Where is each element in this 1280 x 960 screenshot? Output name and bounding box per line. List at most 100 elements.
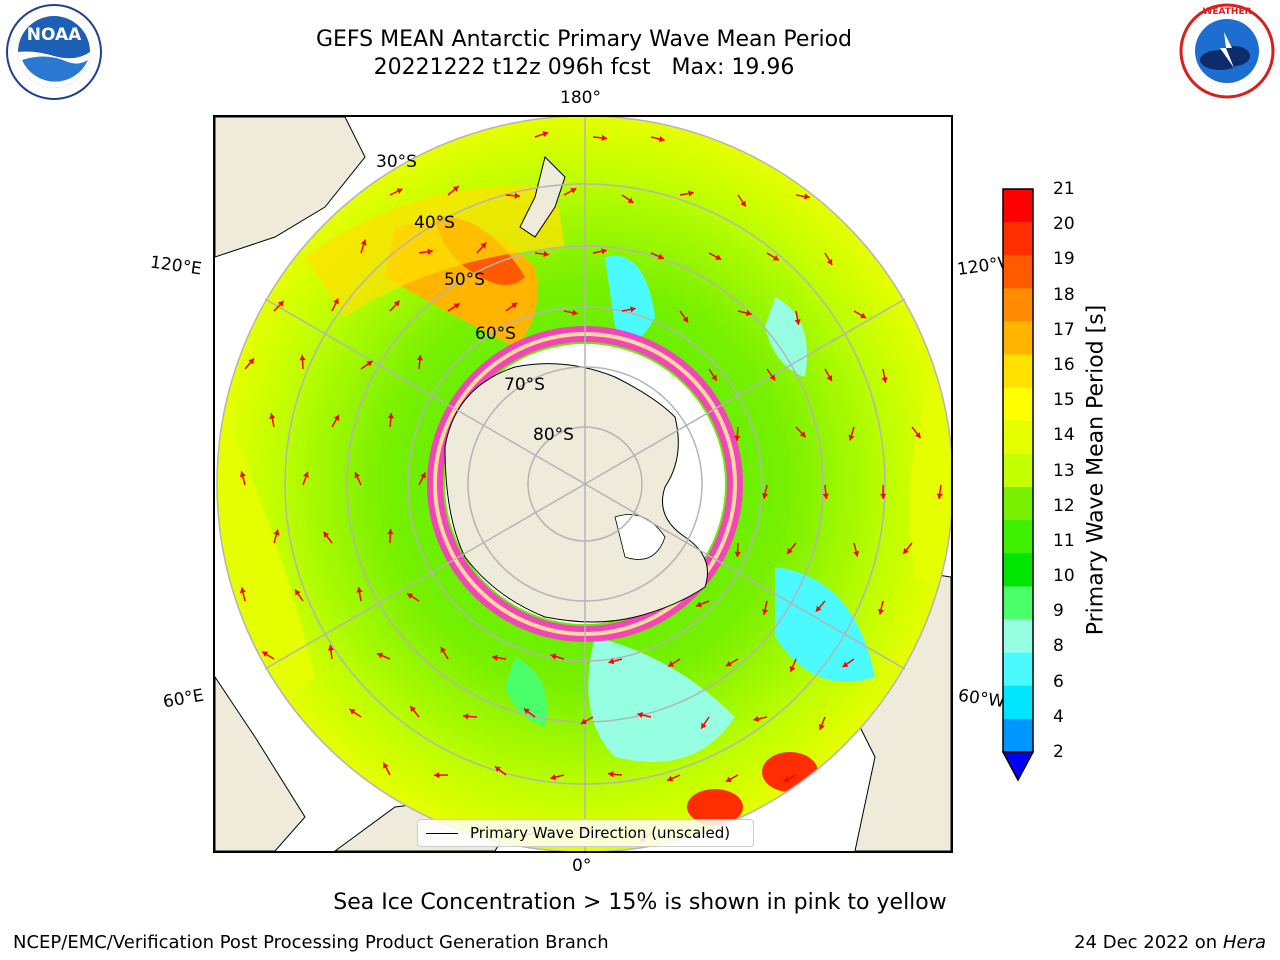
colorbar-tick-label: 13 bbox=[1053, 460, 1075, 481]
wave-arrow-head bbox=[787, 547, 793, 554]
colorbar-swatch bbox=[1003, 387, 1033, 422]
wave-arrow-head bbox=[387, 529, 394, 535]
wave-arrow-head bbox=[387, 413, 394, 419]
wave-arrow-head bbox=[826, 259, 833, 266]
wave-arrow-head bbox=[572, 309, 578, 316]
footer-machine: Hera bbox=[1222, 932, 1266, 953]
wave-arrow-head bbox=[360, 239, 367, 246]
wave-arrow-head bbox=[440, 646, 447, 653]
wave-arrow-head bbox=[725, 776, 732, 782]
lat-label-30s: 30°S bbox=[376, 152, 417, 172]
colorbar-swatch bbox=[1003, 619, 1033, 654]
colorbar-tick-label: 11 bbox=[1053, 530, 1075, 551]
wave-arrow-head bbox=[682, 316, 689, 323]
wave-arrow-head bbox=[303, 471, 309, 478]
wave-arrow-head bbox=[393, 300, 400, 307]
wave-arrow-head bbox=[627, 197, 634, 203]
wave-arrow-head bbox=[848, 434, 855, 441]
wave-arrow-head bbox=[637, 712, 644, 719]
wave-arrow-head bbox=[601, 248, 607, 255]
wave-arrow-head bbox=[349, 709, 356, 715]
wave-arrow-head bbox=[881, 377, 888, 383]
wave-arrow-head bbox=[915, 432, 921, 439]
colorbar-tick-label: 20 bbox=[1053, 214, 1075, 235]
wave-arrow-head bbox=[327, 645, 334, 651]
map-legend: Primary Wave Direction (unscaled) bbox=[417, 819, 754, 847]
wave-arrow-head bbox=[453, 303, 460, 309]
colorbar-tick-label: 12 bbox=[1053, 495, 1075, 516]
colorbar-swatch bbox=[1003, 354, 1033, 389]
footer-date-text: 24 Dec 2022 on bbox=[1074, 932, 1218, 953]
colorbar-swatch bbox=[1003, 420, 1033, 455]
noaa-logo: NOAA bbox=[6, 4, 102, 100]
colorbar-tick-label: 6 bbox=[1053, 671, 1064, 692]
wave-arrow-head bbox=[269, 413, 276, 419]
sea-ice-note: Sea Ice Concentration > 15% is shown in … bbox=[333, 890, 947, 915]
wave-arrow-head bbox=[762, 608, 769, 615]
colorbar-tick-label: 9 bbox=[1053, 601, 1064, 622]
wave-arrow-head bbox=[354, 472, 361, 479]
wave-arrow-head bbox=[396, 188, 403, 194]
wave-arrow-head bbox=[696, 601, 702, 608]
wave-arrow-head bbox=[740, 200, 746, 207]
wave-arrow-head bbox=[842, 661, 849, 668]
wave-arrow-head bbox=[734, 435, 741, 441]
colorbar-swatch bbox=[1003, 586, 1033, 621]
colorbar-swatch bbox=[1003, 685, 1033, 720]
colorbar-title: Primary Wave Mean Period [s] bbox=[1083, 304, 1109, 636]
wave-arrow-head bbox=[783, 776, 790, 782]
chart-title: GEFS MEAN Antarctic Primary Wave Mean Pe… bbox=[315, 27, 853, 52]
wave-arrow-head bbox=[550, 653, 557, 660]
lat-label-80s: 80°S bbox=[533, 425, 574, 445]
wave-arrow-head bbox=[333, 414, 340, 421]
wave-arrow-head bbox=[366, 360, 373, 367]
wave-arrow-head bbox=[420, 472, 426, 479]
map-canvas bbox=[215, 117, 951, 851]
wave-arrow-head bbox=[769, 374, 776, 381]
wave-arrow-head bbox=[295, 589, 301, 596]
lat-label-60s: 60°S bbox=[475, 324, 516, 344]
chart-subtitle: 20221222 t12z 096h fcst Max: 19.96 bbox=[373, 55, 795, 80]
colorbar-swatch bbox=[1003, 520, 1033, 554]
colorbar-tick-label: 16 bbox=[1053, 354, 1075, 375]
wave-arrow-head bbox=[903, 547, 909, 554]
wave-arrow-head bbox=[880, 493, 887, 499]
colorbar-swatch bbox=[1003, 652, 1033, 687]
wave-arrow-head bbox=[815, 605, 822, 612]
colorbar-swatch bbox=[1003, 487, 1033, 521]
colorbar-tick-label: 10 bbox=[1053, 566, 1075, 587]
lon-label-60e: 60°E bbox=[161, 685, 206, 713]
wave-arrow-head bbox=[877, 608, 885, 615]
wave-arrow-head bbox=[523, 708, 530, 715]
wave-arrow-head bbox=[542, 131, 549, 138]
svg-text:WEATHER: WEATHER bbox=[1202, 7, 1251, 17]
polar-map: Primary Wave Direction (unscaled) bbox=[213, 115, 953, 853]
wave-arrow-head bbox=[608, 771, 614, 778]
wave-period-field bbox=[217, 117, 951, 851]
wave-arrow-head bbox=[248, 358, 255, 365]
wave-arrow-head bbox=[239, 587, 246, 594]
wave-arrow-head bbox=[299, 355, 306, 361]
wave-arrow-head bbox=[333, 298, 339, 305]
wave-arrow-head bbox=[410, 706, 416, 713]
wave-arrow-head bbox=[936, 493, 943, 499]
wave-arrow-head bbox=[826, 375, 833, 382]
wave-arrow-head bbox=[511, 302, 518, 309]
colorbar-tick-label: 2 bbox=[1053, 742, 1064, 762]
footer-date: 24 Dec 2022 on Hera bbox=[1074, 932, 1266, 953]
wave-arrow-head bbox=[799, 431, 806, 438]
wave-arrow-head bbox=[494, 766, 501, 772]
wave-arrow-head bbox=[601, 134, 607, 141]
wave-arrow-head bbox=[239, 471, 246, 478]
colorbar-tick-label: 17 bbox=[1053, 319, 1075, 340]
wave-arrow-head bbox=[356, 587, 363, 593]
wave-arrow-head bbox=[543, 250, 549, 258]
wave-arrow-head bbox=[608, 658, 615, 665]
lat-label-70s: 70°S bbox=[504, 375, 545, 395]
wave-arrow-head bbox=[273, 529, 280, 536]
svg-text:NOAA: NOAA bbox=[27, 25, 82, 45]
lon-label-120e: 120°E bbox=[148, 252, 203, 280]
wave-arrow-head bbox=[416, 355, 424, 361]
wave-arrow-head bbox=[715, 254, 722, 260]
colorbar-swatch bbox=[1003, 321, 1033, 356]
